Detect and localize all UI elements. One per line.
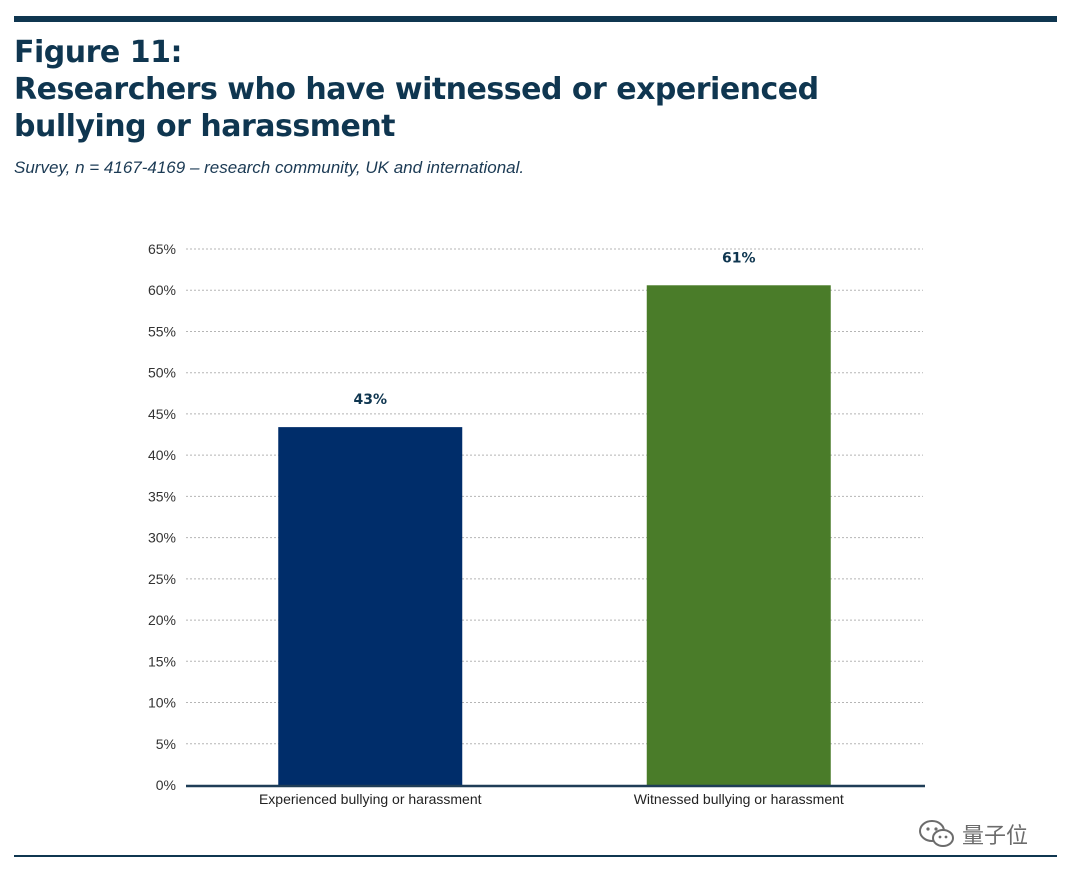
x-tick-label: Experienced bullying or harassment <box>259 791 482 807</box>
y-tick-label: 30% <box>148 530 176 546</box>
top-rule <box>14 16 1057 22</box>
y-tick-label: 20% <box>148 612 176 628</box>
data-label: 43% <box>353 392 387 408</box>
y-tick-label: 10% <box>148 695 176 711</box>
figure-label: Figure 11: <box>14 35 182 70</box>
y-tick-label: 15% <box>148 653 176 669</box>
y-tick-label: 0% <box>156 777 176 793</box>
bottom-rule <box>14 855 1057 857</box>
figure-subtitle: Survey, n = 4167-4169 – research communi… <box>14 158 525 177</box>
y-tick-label: 50% <box>148 365 176 381</box>
y-tick-label: 45% <box>148 406 176 422</box>
figure-title-line-2: bullying or harassment <box>14 109 396 144</box>
x-tick-label: Witnessed bullying or harassment <box>634 791 844 807</box>
y-tick-label: 35% <box>148 488 176 504</box>
y-tick-label: 55% <box>148 323 176 339</box>
y-tick-label: 40% <box>148 447 176 463</box>
y-tick-label: 5% <box>156 736 176 752</box>
y-tick-label: 65% <box>148 241 176 257</box>
wechat-icon <box>919 820 954 847</box>
y-tick-label: 60% <box>148 282 176 298</box>
figure-title-line-1: Researchers who have witnessed or experi… <box>14 72 819 107</box>
figure-title: Figure 11: Researchers who have witnesse… <box>14 34 819 145</box>
y-tick-label: 25% <box>148 571 176 587</box>
data-label: 61% <box>722 250 756 266</box>
bar <box>646 285 831 785</box>
watermark-text: 量子位 <box>962 824 1029 849</box>
bar <box>278 427 463 785</box>
watermark: 量子位 <box>918 818 1028 850</box>
